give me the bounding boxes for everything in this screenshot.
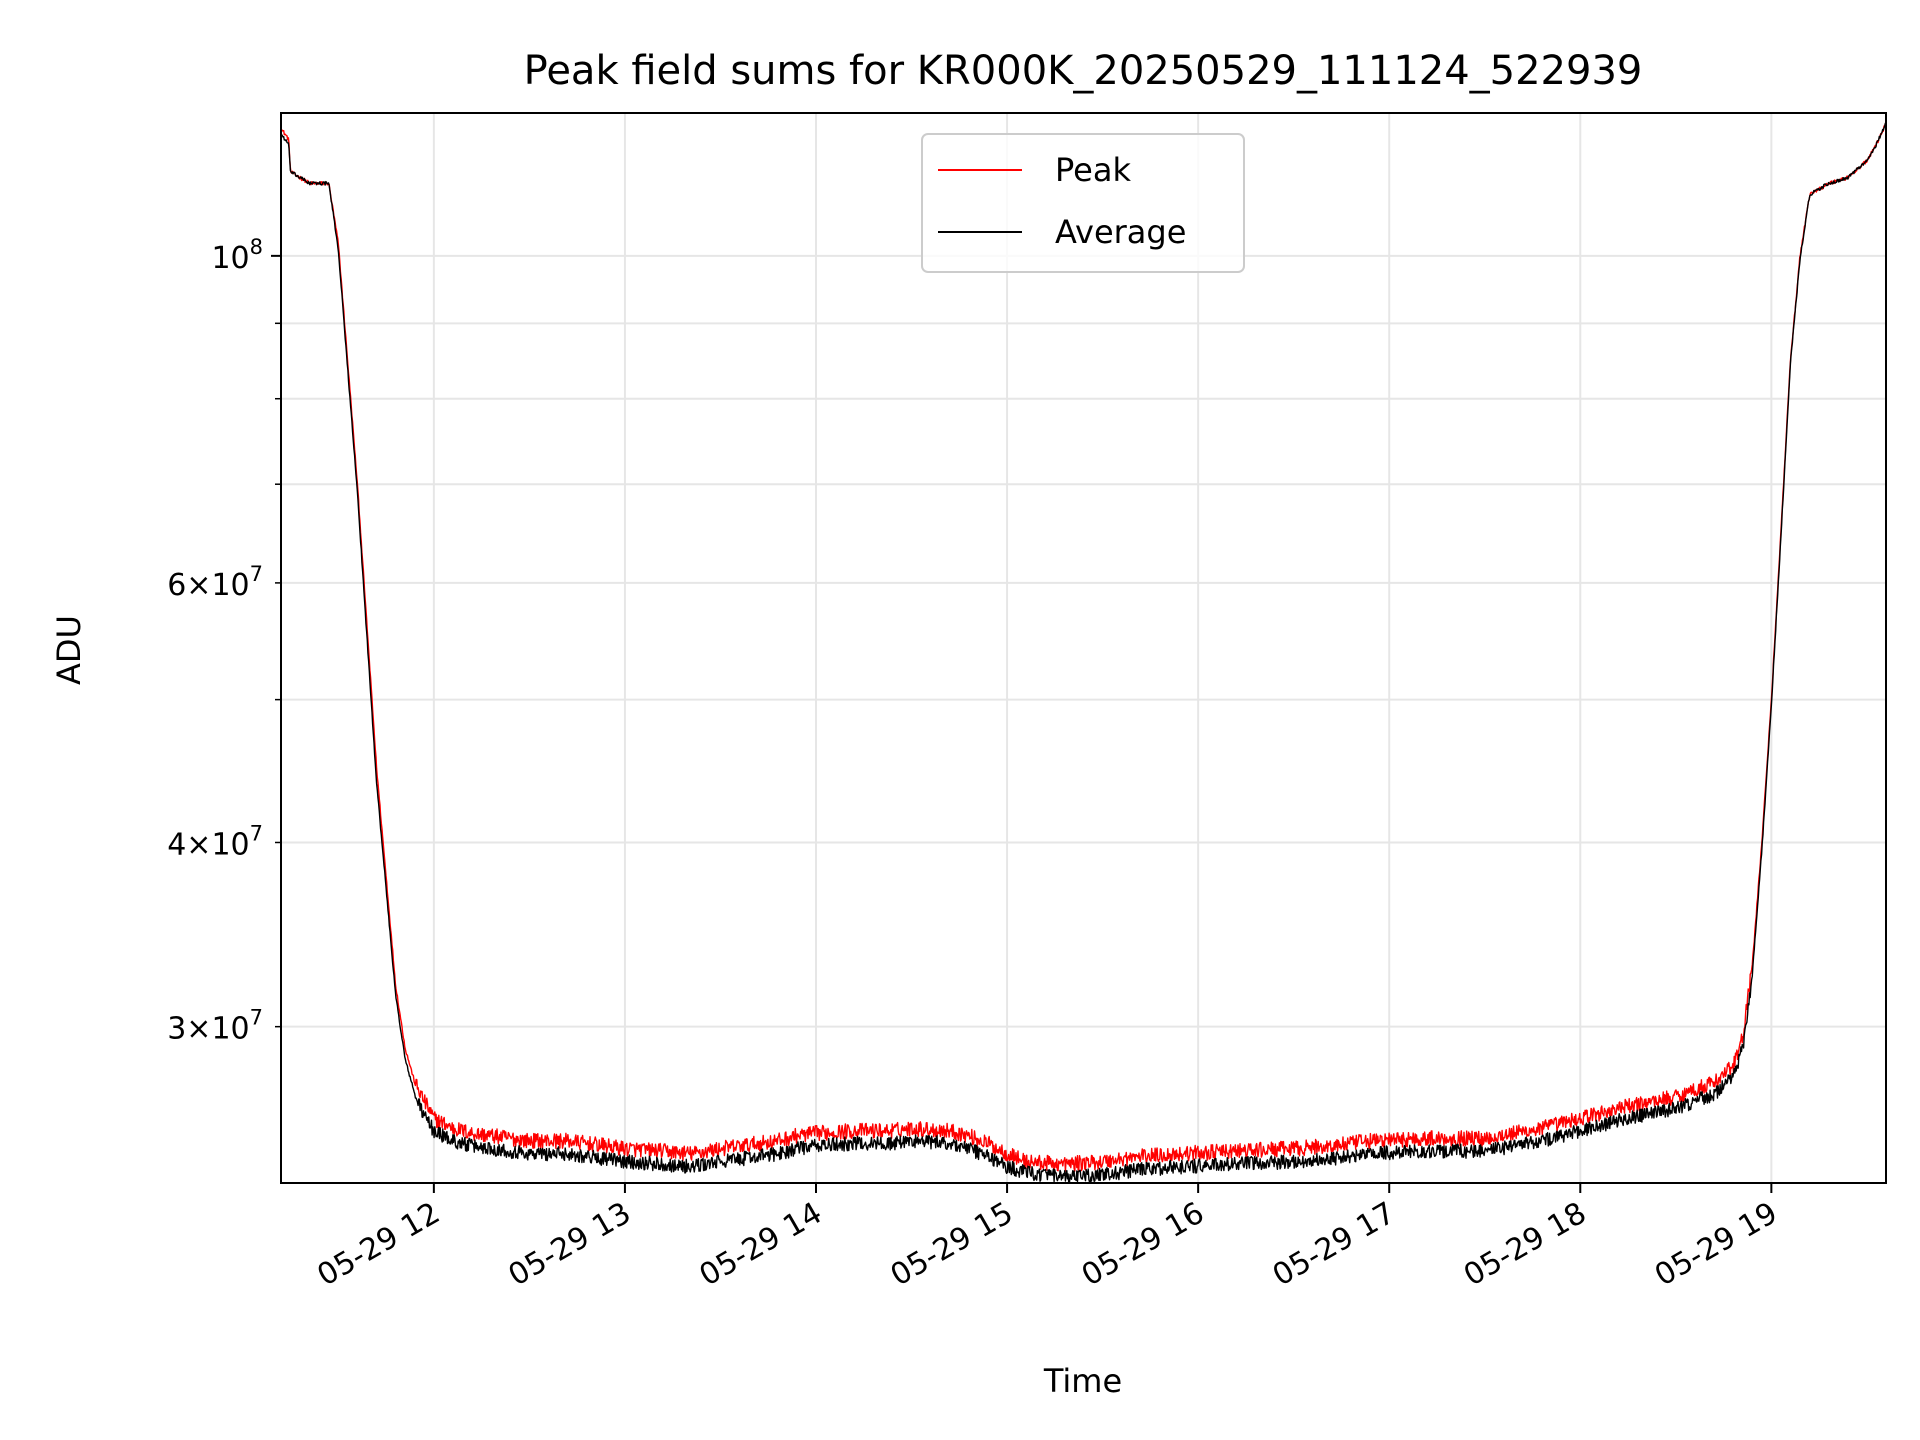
series-line-peak <box>281 121 1886 1172</box>
grid <box>281 113 1886 1183</box>
y-axis-label: ADU <box>50 615 88 685</box>
y-tick-label: 4×107 <box>167 821 263 862</box>
y-tick-label: 6×107 <box>167 562 263 603</box>
y-tick-label: 3×107 <box>167 1006 263 1047</box>
y-tick-label: 108 <box>211 235 263 276</box>
plot-frame <box>280 112 1887 1184</box>
legend-average-label: Average <box>1055 213 1186 251</box>
legend-peak-label: Peak <box>1055 151 1131 189</box>
legend-box <box>921 133 1245 273</box>
series-lines <box>281 121 1886 1183</box>
chart-title: Peak field sums for KR000K_20250529_1111… <box>524 48 1643 94</box>
series-line-average <box>281 121 1886 1183</box>
legend: Peak Average <box>921 133 1245 273</box>
x-axis-label: Time <box>1043 1362 1122 1400</box>
